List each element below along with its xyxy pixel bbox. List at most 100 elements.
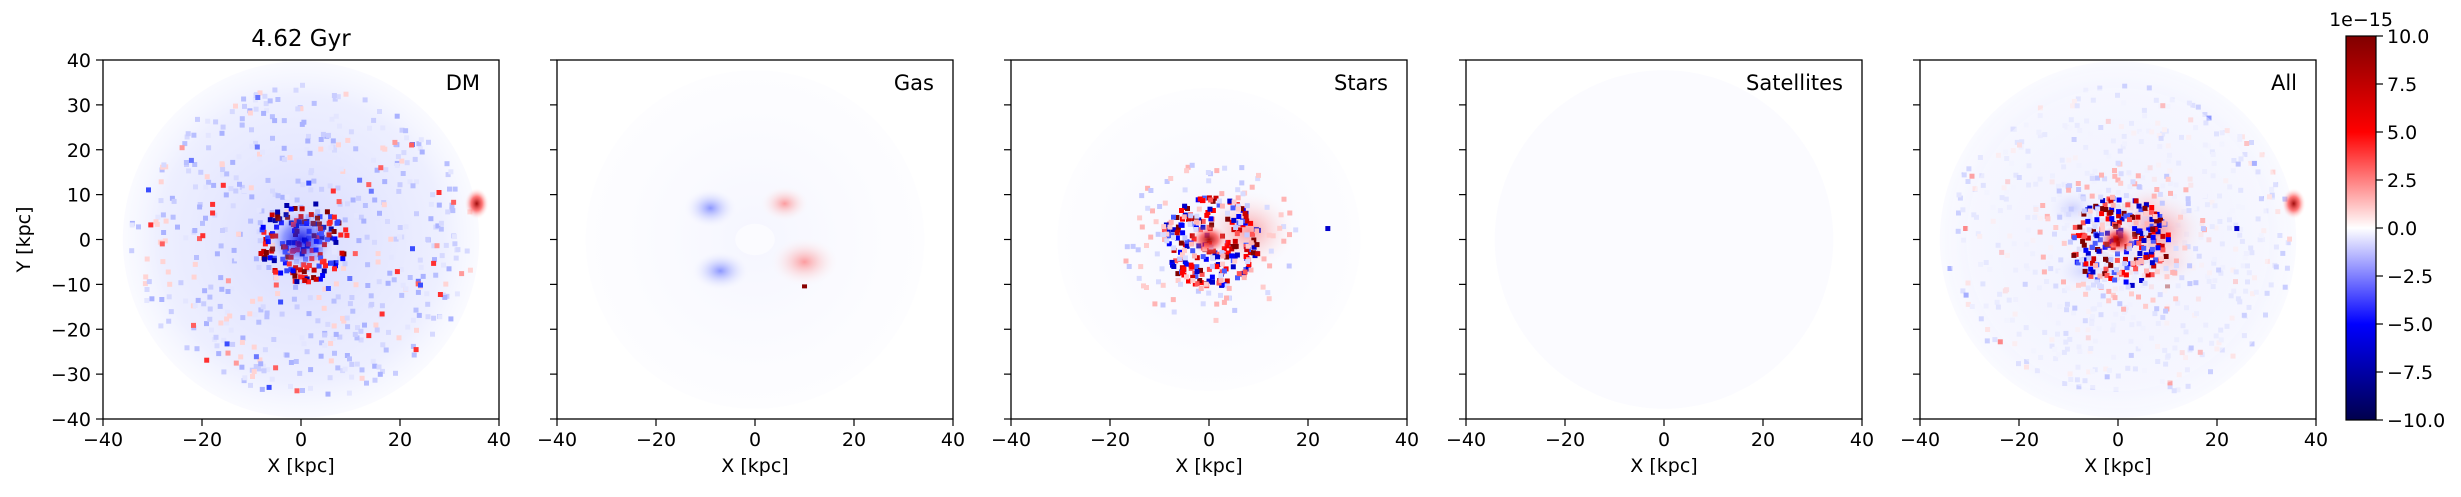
speckle: [178, 280, 184, 286]
speckle: [2081, 242, 2087, 248]
speckle: [224, 320, 230, 326]
speckle: [1197, 278, 1203, 283]
x-tick-label: 40: [487, 429, 511, 451]
speckle: [1166, 241, 1172, 247]
speckle: [330, 138, 336, 144]
speckle: [2159, 243, 2165, 249]
speckle: [281, 118, 287, 124]
speckle: [2123, 193, 2129, 199]
speckle: [2287, 236, 2292, 242]
speckle: [366, 182, 372, 188]
speckle: [353, 282, 359, 288]
speckle: [2137, 251, 2143, 256]
speckle: [342, 366, 348, 372]
speckle: [287, 155, 293, 161]
speckle: [267, 255, 273, 261]
speckle: [372, 377, 378, 383]
colorbar-tick-label: −7.5: [2387, 362, 2433, 384]
speckle: [253, 354, 259, 360]
speckle: [369, 301, 375, 307]
speckle: [2165, 176, 2171, 182]
speckle: [220, 167, 226, 173]
speckle: [2157, 214, 2163, 219]
speckle: [1210, 255, 1215, 261]
speckle: [335, 219, 341, 225]
speckle: [2116, 220, 2122, 226]
panels-layer: DM −40 −20 0 20 40 X [kpc] −40 −30 −20 −10 0 10 20 30 4…: [13, 26, 2328, 477]
speckle: [1210, 279, 1215, 285]
speckle: [1200, 218, 1206, 224]
x-tick-label: −20: [1090, 429, 1130, 451]
speckle: [2173, 258, 2179, 264]
speckle: [449, 202, 455, 208]
speckle: [2116, 270, 2122, 276]
speckle: [2080, 281, 2086, 287]
speckle: [2142, 205, 2148, 211]
speckle: [195, 116, 200, 122]
speckle: [218, 243, 224, 249]
speckle: [222, 227, 228, 233]
x-tick-label: −20: [1545, 429, 1585, 451]
speckle: [2119, 216, 2125, 222]
speckle: [228, 186, 234, 192]
speckle: [2140, 231, 2145, 237]
speckle: [298, 274, 304, 280]
speckle: [271, 258, 277, 264]
speckle: [394, 269, 400, 275]
speckle: [410, 343, 416, 349]
speckle: [2109, 207, 2115, 213]
speckle: [393, 236, 399, 242]
speckle: [2163, 254, 2169, 259]
speckle: [1209, 274, 1215, 280]
speckle: [2102, 202, 2108, 208]
speckle: [1182, 235, 1188, 241]
speckle: [129, 222, 135, 228]
speckle: [262, 347, 268, 353]
speckle: [228, 327, 234, 333]
speckle: [337, 334, 343, 340]
speckle: [1181, 214, 1187, 220]
speckle: [197, 204, 203, 210]
speckle: [338, 232, 344, 238]
speckle: [162, 238, 168, 244]
speckle: [238, 354, 244, 360]
speckle: [2151, 193, 2157, 199]
speckle: [204, 321, 209, 327]
heatmap-image: [1939, 61, 2307, 418]
speckle: [260, 363, 266, 369]
speckle: [316, 295, 322, 300]
speckle: [2123, 279, 2129, 285]
speckle: [1171, 309, 1177, 315]
speckle: [359, 375, 365, 381]
speckle: [188, 157, 194, 163]
speckle: [2157, 292, 2163, 298]
speckle: [1206, 178, 1212, 184]
speckle: [380, 368, 385, 374]
speckle: [1174, 230, 1180, 236]
speckle: [2185, 244, 2191, 250]
speckle: [1281, 238, 1287, 244]
speckle: [2108, 209, 2114, 215]
speckle: [284, 268, 290, 274]
speckle: [2056, 188, 2062, 194]
speckle: [445, 209, 451, 215]
speckle: [256, 264, 262, 270]
speckle: [272, 118, 278, 124]
speckle: [148, 222, 154, 228]
speckle: [2115, 160, 2121, 166]
speckle: [168, 309, 174, 315]
speckle: [311, 267, 317, 273]
speckle: [322, 286, 328, 292]
speckle: [328, 340, 334, 346]
speckle: [2138, 207, 2144, 213]
speckle: [2076, 233, 2081, 239]
speckle: [350, 308, 356, 314]
speckle: [290, 268, 296, 274]
speckle: [2164, 274, 2170, 280]
speckle: [1182, 259, 1188, 265]
speckle: [2144, 268, 2149, 274]
speckle: [2170, 269, 2176, 275]
speckle: [401, 150, 407, 156]
speckle: [160, 259, 166, 265]
speckle: [355, 325, 360, 331]
